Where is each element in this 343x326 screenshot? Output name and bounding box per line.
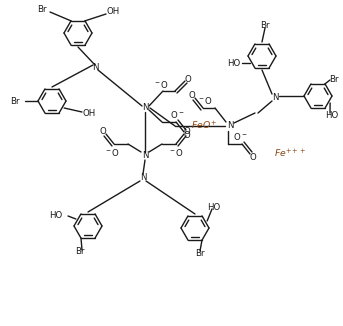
- Text: HO: HO: [227, 60, 241, 68]
- Text: N: N: [142, 152, 148, 160]
- Text: $^-$O: $^-$O: [153, 79, 169, 90]
- Text: Fe$^{+++}$: Fe$^{+++}$: [274, 148, 306, 160]
- Text: O: O: [184, 130, 190, 140]
- Text: $^-$O: $^-$O: [197, 95, 213, 106]
- Text: OH: OH: [106, 7, 120, 17]
- Text: Br: Br: [75, 247, 85, 257]
- Text: N: N: [227, 122, 233, 130]
- Text: O: O: [189, 91, 196, 99]
- Text: OH: OH: [82, 109, 96, 117]
- Text: O: O: [250, 153, 256, 161]
- Text: $^-$O: $^-$O: [168, 146, 184, 157]
- Text: N: N: [92, 64, 98, 72]
- Text: N: N: [140, 173, 146, 183]
- Text: $^-$O: $^-$O: [104, 146, 120, 157]
- Text: O$^-$: O$^-$: [170, 110, 184, 121]
- Text: Br: Br: [10, 96, 20, 106]
- Text: Br: Br: [195, 249, 205, 259]
- Text: Br: Br: [37, 6, 47, 14]
- Text: FeO$^+$: FeO$^+$: [191, 120, 217, 132]
- Text: O$^-$: O$^-$: [233, 131, 247, 142]
- Text: HO: HO: [326, 111, 339, 120]
- Text: O: O: [185, 75, 191, 83]
- Text: HO: HO: [49, 212, 63, 220]
- Text: Br: Br: [329, 75, 339, 83]
- Text: HO: HO: [208, 203, 221, 213]
- Text: O: O: [99, 126, 106, 136]
- Text: N: N: [142, 103, 148, 112]
- Text: N: N: [272, 94, 278, 102]
- Text: O: O: [184, 126, 190, 136]
- Text: Br: Br: [260, 22, 270, 31]
